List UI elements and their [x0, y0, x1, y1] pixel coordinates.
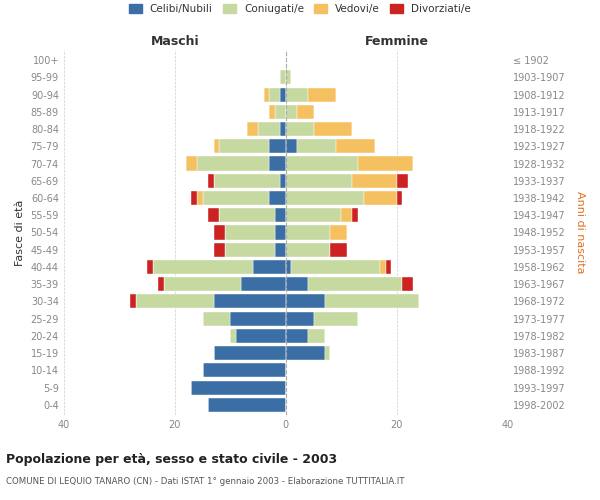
Text: Popolazione per età, sesso e stato civile - 2003: Popolazione per età, sesso e stato civil…: [6, 452, 337, 466]
Bar: [336, 140, 374, 153]
Bar: [286, 329, 308, 343]
Text: Maschi: Maschi: [151, 35, 199, 48]
Legend: Celibi/Nubili, Coniugati/e, Vedovi/e, Divorziati/e: Celibi/Nubili, Coniugati/e, Vedovi/e, Di…: [125, 0, 475, 18]
Bar: [286, 174, 352, 188]
Bar: [164, 277, 241, 291]
Bar: [330, 226, 347, 239]
Bar: [152, 260, 253, 274]
Bar: [230, 312, 286, 326]
Bar: [263, 88, 269, 102]
Bar: [280, 174, 286, 188]
Bar: [292, 260, 380, 274]
Bar: [364, 191, 397, 205]
Bar: [286, 105, 297, 119]
Bar: [269, 191, 286, 205]
Bar: [308, 329, 325, 343]
Bar: [330, 242, 347, 257]
Bar: [352, 208, 358, 222]
Bar: [286, 242, 330, 257]
Y-axis label: Anni di nascita: Anni di nascita: [575, 191, 585, 274]
Bar: [186, 156, 197, 170]
Bar: [308, 88, 336, 102]
Bar: [253, 260, 286, 274]
Bar: [308, 277, 403, 291]
Bar: [280, 122, 286, 136]
Bar: [286, 156, 358, 170]
Bar: [230, 329, 236, 343]
Bar: [219, 208, 275, 222]
Bar: [397, 174, 408, 188]
Bar: [191, 380, 286, 394]
Bar: [258, 122, 280, 136]
Bar: [297, 105, 314, 119]
Bar: [286, 191, 364, 205]
Text: COMUNE DI LEQUIO TANARO (CN) - Dati ISTAT 1° gennaio 2003 - Elaborazione TUTTITA: COMUNE DI LEQUIO TANARO (CN) - Dati ISTA…: [6, 478, 404, 486]
Bar: [275, 208, 286, 222]
Bar: [325, 294, 419, 308]
Bar: [286, 226, 330, 239]
Bar: [280, 70, 286, 85]
Bar: [158, 277, 164, 291]
Bar: [225, 226, 275, 239]
Bar: [286, 312, 314, 326]
Bar: [219, 140, 269, 153]
Bar: [247, 122, 258, 136]
Bar: [275, 105, 286, 119]
Bar: [403, 277, 413, 291]
Bar: [130, 294, 136, 308]
Bar: [325, 346, 330, 360]
Bar: [214, 226, 225, 239]
Bar: [214, 294, 286, 308]
Bar: [214, 242, 225, 257]
Bar: [208, 174, 214, 188]
Bar: [214, 346, 286, 360]
Bar: [314, 312, 358, 326]
Bar: [197, 156, 269, 170]
Bar: [286, 294, 325, 308]
Bar: [275, 226, 286, 239]
Bar: [236, 329, 286, 343]
Bar: [208, 398, 286, 412]
Bar: [286, 346, 325, 360]
Bar: [341, 208, 352, 222]
Bar: [286, 277, 308, 291]
Bar: [352, 174, 397, 188]
Bar: [286, 260, 292, 274]
Bar: [297, 140, 336, 153]
Bar: [269, 88, 280, 102]
Bar: [386, 260, 391, 274]
Y-axis label: Fasce di età: Fasce di età: [15, 200, 25, 266]
Bar: [197, 191, 203, 205]
Bar: [286, 208, 341, 222]
Bar: [269, 140, 286, 153]
Bar: [286, 70, 292, 85]
Bar: [191, 191, 197, 205]
Bar: [380, 260, 386, 274]
Bar: [286, 140, 297, 153]
Bar: [269, 105, 275, 119]
Bar: [203, 364, 286, 378]
Bar: [147, 260, 152, 274]
Bar: [208, 208, 219, 222]
Bar: [397, 191, 403, 205]
Bar: [286, 88, 308, 102]
Bar: [286, 122, 314, 136]
Bar: [203, 191, 269, 205]
Bar: [225, 242, 275, 257]
Bar: [214, 140, 219, 153]
Text: Femmine: Femmine: [365, 35, 429, 48]
Bar: [136, 294, 214, 308]
Bar: [314, 122, 352, 136]
Bar: [275, 242, 286, 257]
Bar: [269, 156, 286, 170]
Bar: [358, 156, 413, 170]
Bar: [214, 174, 280, 188]
Bar: [203, 312, 230, 326]
Bar: [280, 88, 286, 102]
Bar: [241, 277, 286, 291]
